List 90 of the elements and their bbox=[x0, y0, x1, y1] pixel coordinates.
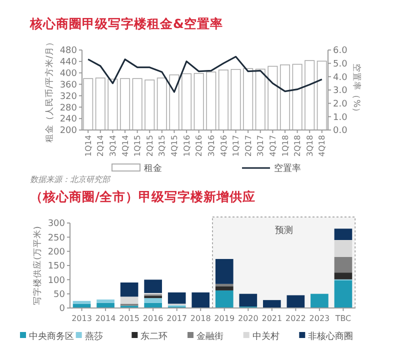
bar bbox=[239, 294, 258, 307]
bar bbox=[215, 290, 234, 308]
x-tick-label: 1Q15 bbox=[133, 135, 142, 157]
x-tick-label: TBC bbox=[334, 314, 352, 323]
y-tick-label: 240 bbox=[60, 114, 78, 125]
y-tick-label: 100 bbox=[48, 276, 66, 286]
bar bbox=[334, 228, 352, 240]
bar bbox=[286, 295, 305, 308]
y-tick-label: 400 bbox=[60, 69, 78, 80]
x-tick-label: 2021 bbox=[262, 314, 282, 323]
x-tick-label: 2Q18 bbox=[293, 135, 302, 157]
bar bbox=[72, 300, 91, 304]
y-tick-label: 320 bbox=[60, 92, 78, 102]
y2-tick-label: 1.0 bbox=[333, 112, 348, 123]
x-tick-label: 2020 bbox=[238, 314, 258, 323]
bar bbox=[215, 258, 234, 284]
line-series bbox=[87, 56, 323, 93]
x-tick-label: 1Q18 bbox=[280, 135, 290, 157]
y-tick-label: 300 bbox=[48, 219, 66, 230]
bar bbox=[334, 240, 352, 257]
x-tick-label: 2013 bbox=[72, 314, 92, 323]
legend-label: 金融街 bbox=[196, 331, 224, 342]
bar bbox=[120, 296, 138, 304]
x-tick-label: 1Q14 bbox=[84, 135, 93, 157]
x-tick-label: 3Q16 bbox=[206, 135, 216, 157]
bar bbox=[310, 294, 328, 308]
chart-title: 核心商圈甲级写字楼租金&空置率 bbox=[29, 16, 223, 31]
x-tick-label: 2023 bbox=[309, 314, 330, 323]
bar bbox=[192, 292, 210, 308]
legend-label: 空置率 bbox=[274, 163, 301, 174]
y-tick-label: 200 bbox=[60, 126, 78, 136]
y-tick-label: 200 bbox=[48, 247, 66, 258]
bar bbox=[215, 286, 234, 290]
x-tick-label: 4Q17 bbox=[268, 135, 278, 157]
y-tick-label: 480 bbox=[60, 46, 78, 56]
bar bbox=[334, 257, 352, 273]
bar bbox=[263, 300, 281, 308]
y-axis-title: 租金（人民币/平方米/月） bbox=[44, 38, 55, 142]
x-tick-label: 2022 bbox=[286, 314, 306, 323]
x-tick-label: 3Q18 bbox=[305, 135, 314, 157]
bar bbox=[120, 282, 138, 297]
y2-tick-label: 6.0 bbox=[333, 46, 348, 56]
y-tick-label: 150 bbox=[48, 262, 66, 272]
x-tick-label: 3Q15 bbox=[158, 135, 167, 157]
legend-label: 非核心商圈 bbox=[308, 331, 354, 342]
x-tick-label: 2Q17 bbox=[244, 135, 253, 157]
y-tick-label: 440 bbox=[60, 58, 78, 68]
bar bbox=[144, 298, 162, 303]
bar bbox=[96, 300, 114, 303]
x-tick-label: 3Q17 bbox=[256, 135, 266, 157]
x-tick-label: 3Q14 bbox=[108, 135, 118, 157]
legend-label: 中央商务区 bbox=[29, 331, 74, 342]
y2-axis-title: 空置率（%） bbox=[351, 63, 362, 117]
legend-label: 租金 bbox=[144, 163, 162, 174]
x-tick-label: 2Q14 bbox=[96, 135, 106, 157]
bar bbox=[144, 280, 162, 293]
band-label: 预测 bbox=[274, 225, 293, 236]
bar bbox=[334, 272, 352, 280]
x-tick-label: 1Q17 bbox=[232, 135, 241, 157]
x-tick-label: 2Q16 bbox=[194, 135, 204, 157]
x-tick-label: 4Q18 bbox=[318, 135, 327, 157]
y2-tick-label: 3.0 bbox=[333, 86, 348, 96]
x-tick-label: 4Q14 bbox=[120, 135, 130, 157]
x-tick-label: 2017 bbox=[166, 314, 188, 323]
y-tick-label: 360 bbox=[60, 80, 78, 90]
y2-tick-label: 2.0 bbox=[333, 99, 348, 110]
x-tick-label: 2019 bbox=[214, 314, 235, 323]
y2-tick-label: 5.0 bbox=[333, 59, 348, 70]
bar bbox=[168, 292, 186, 304]
x-tick-label: 2Q15 bbox=[145, 135, 154, 157]
y2-tick-label: 0.0 bbox=[333, 126, 348, 136]
legend-label: 东二环 bbox=[140, 331, 168, 342]
x-tick-label: 1Q16 bbox=[182, 135, 192, 157]
y-tick-label: 50 bbox=[54, 290, 66, 300]
bar bbox=[334, 280, 352, 308]
y2-tick-label: 4.0 bbox=[333, 72, 348, 83]
x-tick-label: 2016 bbox=[142, 314, 164, 323]
x-tick-label: 4Q16 bbox=[219, 135, 228, 157]
legend-label: 中关村 bbox=[252, 331, 280, 342]
x-tick-label: 4Q15 bbox=[170, 135, 180, 157]
y-tick-label: 0 bbox=[59, 304, 66, 314]
y-axis-title: 写字楼供应(万平米) bbox=[32, 226, 43, 305]
chart-title: （核心商圈/全市）甲级写字楼新增供应 bbox=[30, 189, 256, 204]
y-tick-label: 280 bbox=[60, 103, 78, 114]
x-tick-label: 2015 bbox=[119, 314, 140, 323]
x-tick-label: 2018 bbox=[190, 314, 211, 323]
x-tick-label: 2014 bbox=[95, 314, 116, 323]
y-tick-label: 250 bbox=[48, 233, 66, 244]
legend-label: 燕莎 bbox=[84, 331, 103, 342]
source-note: 数据来源：北京研究部 bbox=[30, 175, 111, 184]
